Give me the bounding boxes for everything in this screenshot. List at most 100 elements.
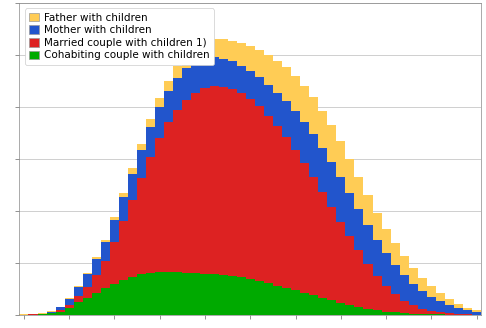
Bar xyxy=(182,55,191,69)
Bar xyxy=(47,312,56,313)
Bar xyxy=(74,287,83,297)
Bar xyxy=(219,39,227,59)
Bar xyxy=(282,101,291,137)
Bar xyxy=(409,305,418,314)
Bar xyxy=(110,220,119,242)
Bar xyxy=(354,177,364,209)
Bar xyxy=(391,313,399,315)
Bar xyxy=(372,213,382,240)
Bar xyxy=(182,69,191,100)
Bar xyxy=(219,275,227,315)
Bar xyxy=(137,144,146,150)
Bar xyxy=(246,99,255,279)
Bar xyxy=(346,193,354,236)
Bar xyxy=(418,314,427,315)
Bar xyxy=(209,86,219,274)
Bar xyxy=(291,111,300,150)
Bar xyxy=(83,274,92,287)
Bar xyxy=(318,148,327,192)
Bar xyxy=(273,92,282,126)
Bar xyxy=(418,277,427,291)
Bar xyxy=(445,313,454,315)
Bar xyxy=(382,229,391,254)
Bar xyxy=(418,291,427,309)
Bar xyxy=(246,46,255,71)
Bar xyxy=(155,138,164,272)
Bar xyxy=(92,259,101,275)
Bar xyxy=(309,296,318,315)
Bar xyxy=(110,217,119,220)
Bar xyxy=(155,98,164,107)
Bar xyxy=(454,308,463,314)
Bar xyxy=(336,177,346,221)
Bar xyxy=(445,305,454,313)
Bar xyxy=(463,310,472,315)
Bar xyxy=(92,275,101,293)
Bar xyxy=(427,311,436,314)
Bar xyxy=(282,137,291,288)
Bar xyxy=(74,302,83,315)
Bar xyxy=(237,43,246,66)
Bar xyxy=(472,310,481,312)
Bar xyxy=(101,240,110,242)
Bar xyxy=(391,294,399,313)
Bar xyxy=(255,281,264,315)
Bar xyxy=(164,272,174,315)
Bar xyxy=(264,116,273,283)
Bar xyxy=(300,293,309,315)
Bar xyxy=(354,251,364,307)
Bar xyxy=(137,178,146,274)
Bar xyxy=(454,314,463,315)
Bar xyxy=(119,193,128,197)
Bar xyxy=(264,85,273,116)
Bar xyxy=(219,59,227,87)
Bar xyxy=(409,314,418,315)
Bar xyxy=(427,297,436,311)
Bar xyxy=(300,86,309,122)
Bar xyxy=(327,125,336,162)
Bar xyxy=(128,168,137,174)
Bar xyxy=(255,50,264,77)
Bar xyxy=(364,309,372,315)
Bar xyxy=(182,273,191,315)
Bar xyxy=(101,242,110,261)
Bar xyxy=(110,242,119,284)
Bar xyxy=(47,314,56,315)
Bar xyxy=(291,290,300,315)
Bar xyxy=(246,279,255,315)
Bar xyxy=(336,303,346,315)
Bar xyxy=(327,207,336,300)
Bar xyxy=(237,277,246,315)
Bar xyxy=(372,311,382,315)
Bar xyxy=(182,100,191,273)
Bar xyxy=(201,42,209,58)
Bar xyxy=(128,174,137,200)
Bar xyxy=(201,274,209,315)
Bar xyxy=(191,92,201,273)
Bar xyxy=(146,127,155,157)
Bar xyxy=(409,268,418,284)
Bar xyxy=(164,81,174,91)
Bar xyxy=(291,150,300,290)
Bar xyxy=(418,309,427,314)
Bar xyxy=(354,307,364,315)
Bar xyxy=(227,276,237,315)
Bar xyxy=(83,287,92,298)
Bar xyxy=(382,254,391,286)
Bar xyxy=(119,197,128,221)
Bar xyxy=(436,301,445,312)
Bar xyxy=(318,298,327,315)
Bar xyxy=(110,284,119,315)
Bar xyxy=(372,240,382,276)
Bar xyxy=(101,261,110,288)
Bar xyxy=(399,256,409,276)
Bar xyxy=(227,61,237,89)
Bar xyxy=(273,286,282,315)
Bar xyxy=(346,159,354,193)
Bar xyxy=(445,299,454,305)
Bar xyxy=(137,274,146,315)
Bar xyxy=(300,163,309,293)
Bar xyxy=(336,221,346,303)
Bar xyxy=(237,66,246,93)
Bar xyxy=(227,41,237,61)
